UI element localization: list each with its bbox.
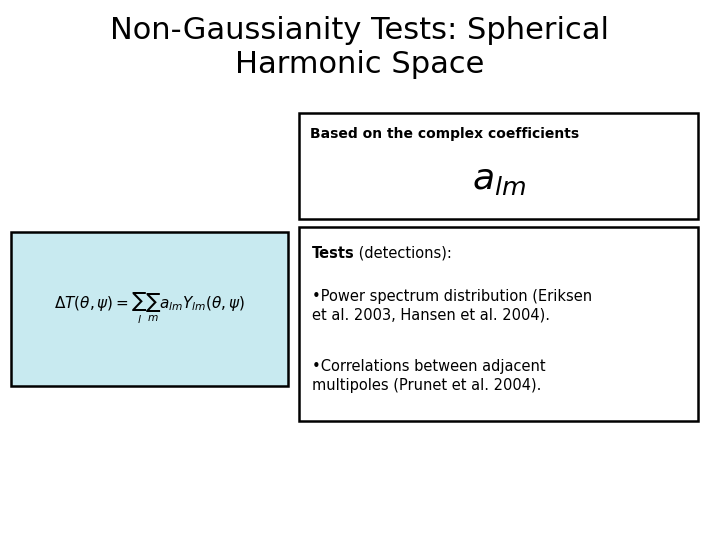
FancyBboxPatch shape	[11, 232, 288, 386]
Text: •Correlations between adjacent
multipoles (Prunet et al. 2004).: •Correlations between adjacent multipole…	[312, 359, 545, 393]
Text: Tests: Tests	[312, 246, 354, 261]
Text: •Power spectrum distribution (Eriksen
et al. 2003, Hansen et al. 2004).: •Power spectrum distribution (Eriksen et…	[312, 289, 592, 322]
Text: Non-Gaussianity Tests: Spherical
Harmonic Space: Non-Gaussianity Tests: Spherical Harmoni…	[110, 16, 610, 79]
Text: $\Delta T(\theta,\psi) = \sum_l \sum_m a_{lm} Y_{lm}(\theta,\psi)$: $\Delta T(\theta,\psi) = \sum_l \sum_m a…	[54, 292, 245, 326]
Text: Based on the complex coefficients: Based on the complex coefficients	[310, 127, 579, 141]
FancyBboxPatch shape	[299, 227, 698, 421]
Text: (detections):: (detections):	[354, 246, 451, 261]
FancyBboxPatch shape	[299, 113, 698, 219]
Text: $a_{lm}$: $a_{lm}$	[472, 163, 526, 197]
